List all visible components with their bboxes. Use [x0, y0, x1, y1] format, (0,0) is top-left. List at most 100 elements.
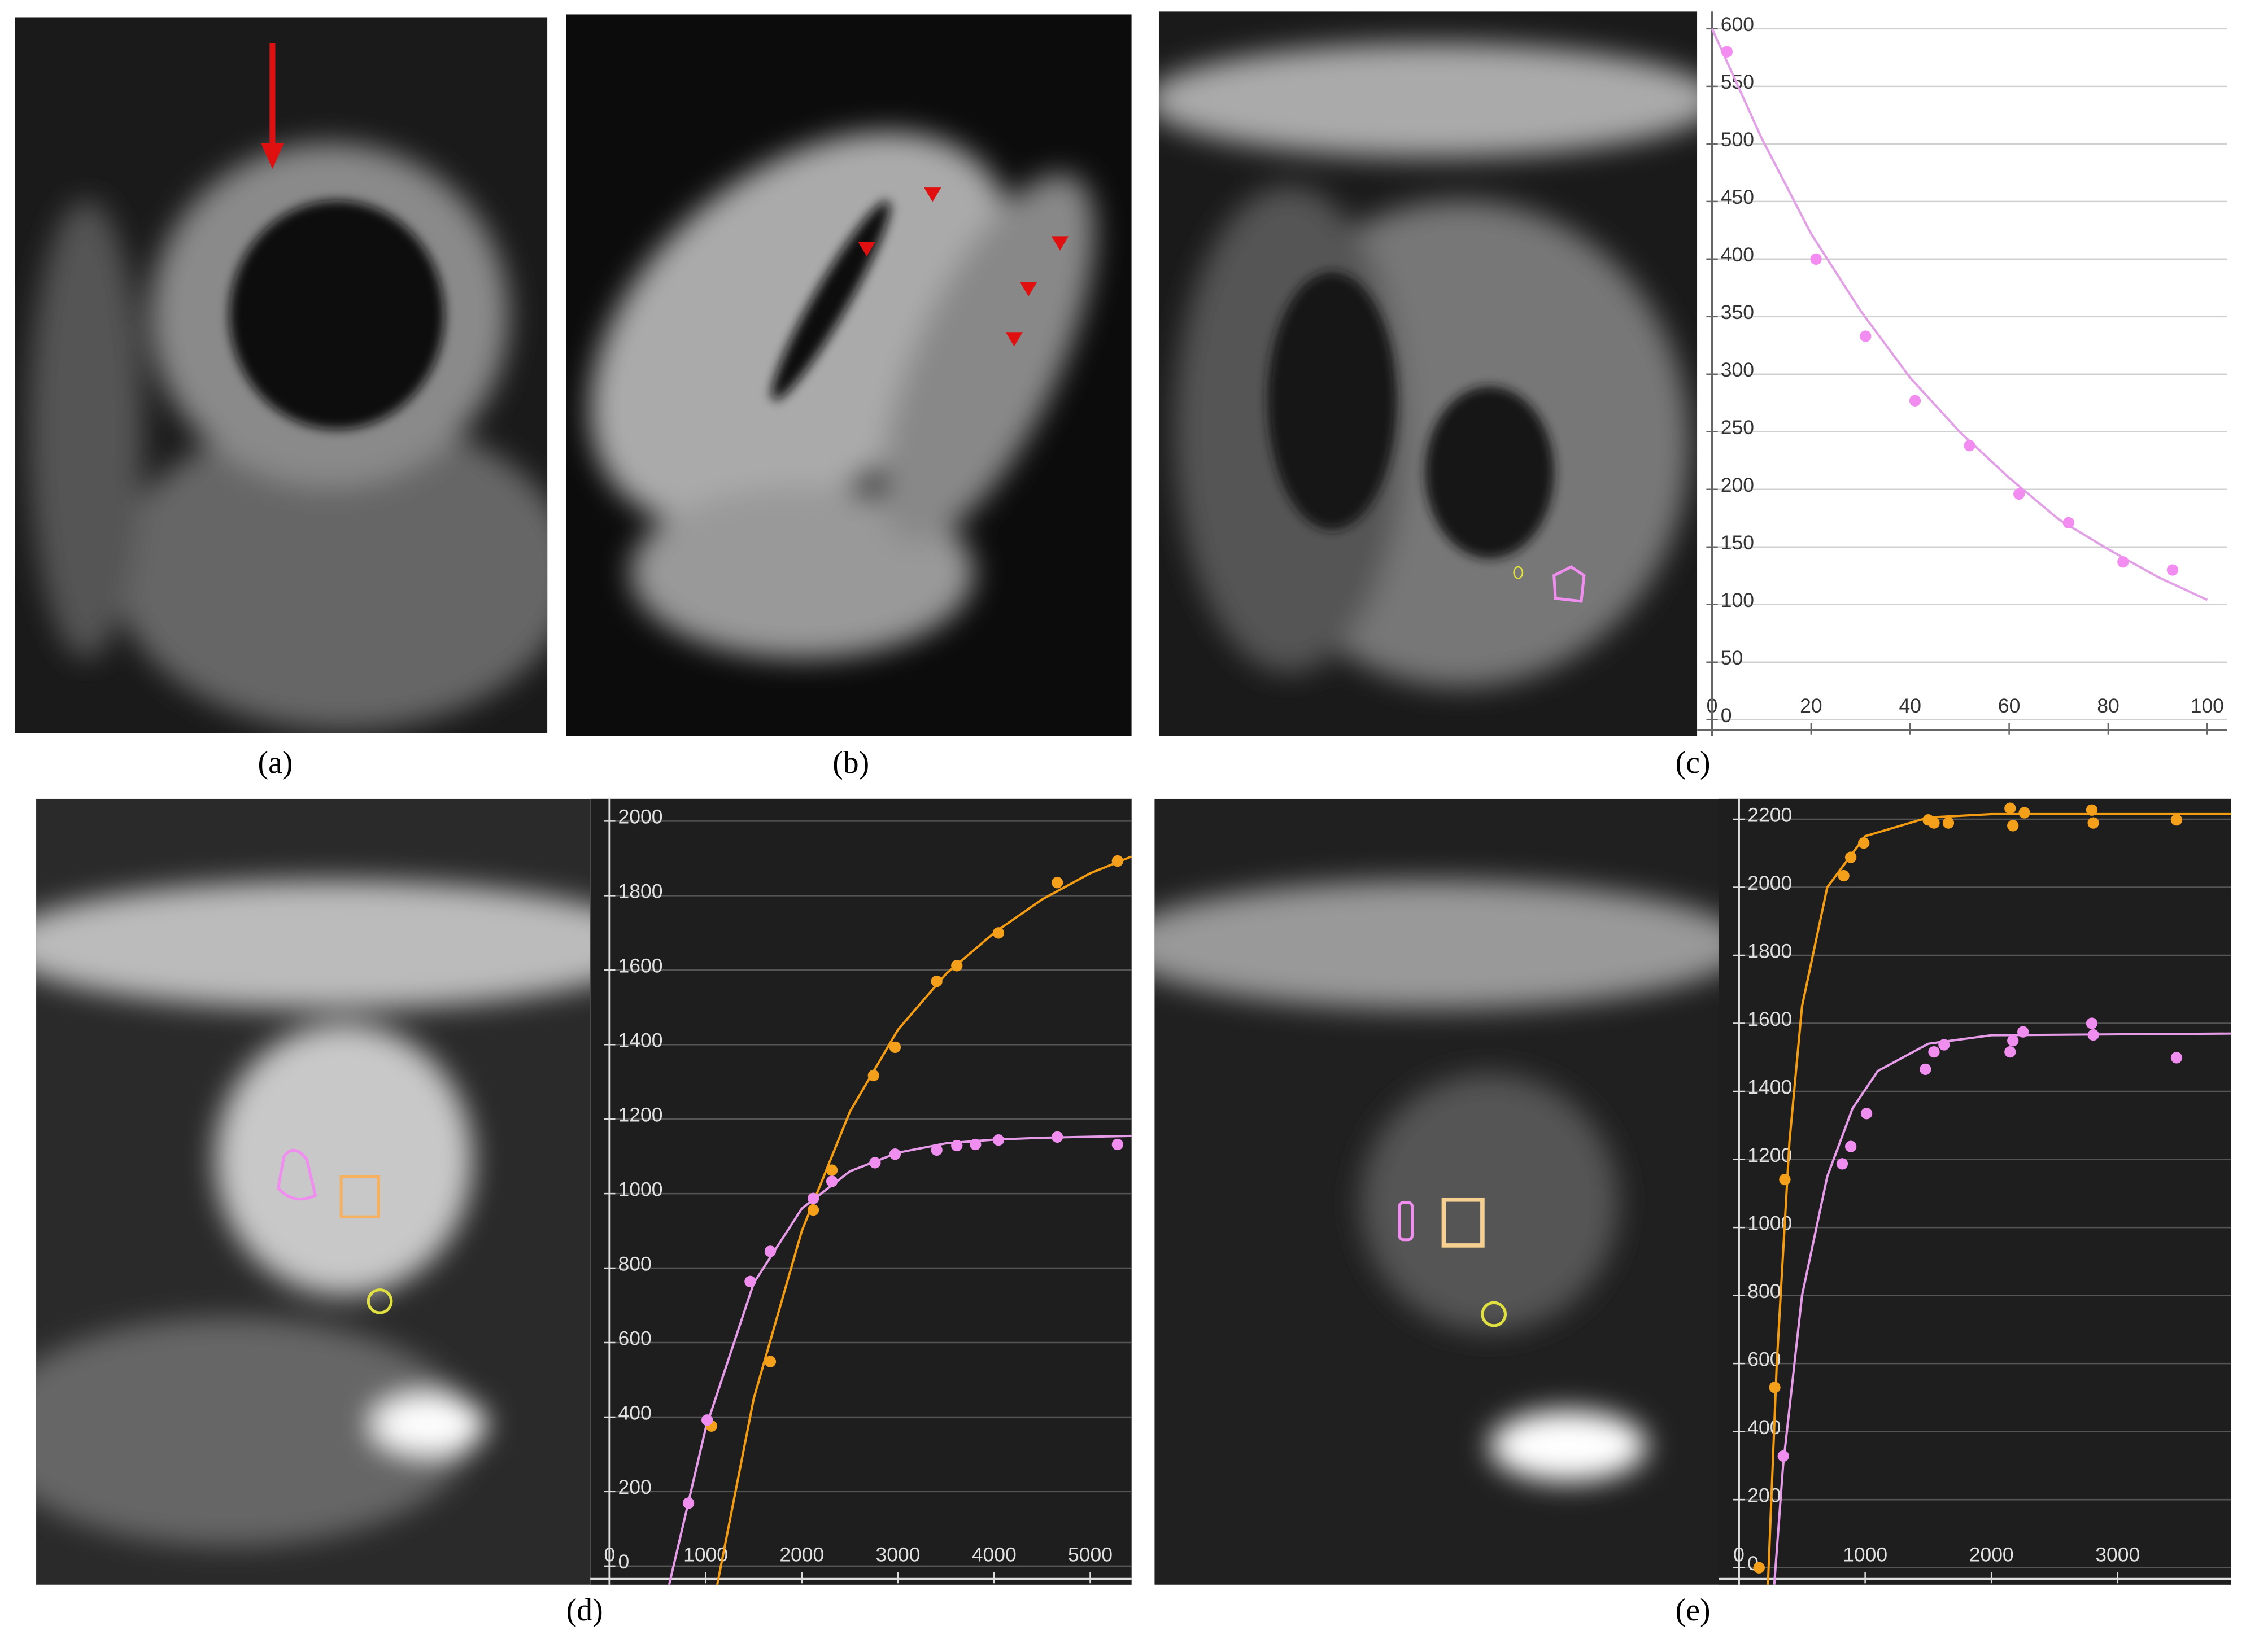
y-tick-label: 600	[618, 1327, 652, 1349]
plot-marks	[1753, 802, 2231, 1585]
data-point	[2007, 1035, 2019, 1047]
y-tick-label: 400	[1747, 1416, 1781, 1439]
data-point	[1942, 817, 1955, 829]
y-tick-label: 1200	[618, 1103, 663, 1126]
fit-curve	[1767, 812, 2231, 1585]
data-point	[2018, 807, 2030, 819]
y-tick-label: 2000	[618, 806, 663, 828]
data-point	[1844, 851, 1857, 863]
data-point	[931, 975, 943, 987]
x-tick-label: 4000	[972, 1543, 1017, 1566]
data-point	[869, 1157, 881, 1169]
data-point	[1858, 837, 1870, 849]
x-tick-label: 1000	[1843, 1543, 1887, 1566]
data-point	[1928, 817, 1940, 829]
chart: 0200400600800100012001400160018002000220…	[1719, 798, 2231, 1585]
data-point	[2117, 556, 2129, 568]
y-tick-label: 1600	[1747, 1008, 1792, 1030]
mri-image-e	[1154, 798, 1719, 1585]
data-point	[1836, 1158, 1848, 1170]
data-point	[1721, 46, 1733, 58]
data-point	[992, 927, 1005, 939]
data-point	[1769, 1382, 1781, 1393]
y-tick-label: 1200	[1747, 1144, 1792, 1166]
data-point	[1111, 855, 1124, 867]
data-point	[1838, 869, 1850, 882]
data-point	[2086, 1017, 2098, 1029]
y-tick-label: 600	[1747, 1348, 1781, 1370]
y-tick-label: 200	[1747, 1484, 1781, 1506]
y-tick-label: 350	[1721, 301, 1754, 324]
y-tick-label: 450	[1721, 186, 1754, 208]
data-point	[1779, 1173, 1791, 1186]
y-tick-label: 1400	[1747, 1076, 1792, 1098]
y-tick-label: 2000	[1747, 872, 1792, 894]
data-point	[2004, 1046, 2016, 1058]
x-tick-label: 40	[1899, 694, 1921, 717]
y-tick-label: 200	[618, 1476, 652, 1498]
mri-image-c	[1158, 11, 1698, 736]
x-tick-label: 60	[1998, 694, 2020, 717]
y-tick-label: 1800	[618, 880, 663, 903]
data-point	[931, 1144, 943, 1156]
plot-background	[1719, 798, 2231, 1585]
data-point	[992, 1134, 1005, 1146]
y-tick-label: 150	[1721, 531, 1754, 554]
y-tick-label: 300	[1721, 359, 1754, 381]
y-tick-label: 0	[1721, 704, 1732, 727]
data-point	[764, 1356, 777, 1367]
data-point	[1753, 1562, 1765, 1574]
data-point	[1051, 877, 1063, 889]
fit-curve	[1773, 1032, 2231, 1585]
data-point	[2004, 802, 2016, 814]
y-tick-label: 0	[618, 1550, 630, 1573]
x-tick-label: 2000	[779, 1543, 824, 1566]
data-point	[2062, 517, 2074, 529]
mri-image-a	[15, 17, 548, 733]
data-point	[2007, 820, 2019, 832]
x-tick-label: 80	[2097, 694, 2119, 717]
y-tick-label: 1600	[618, 955, 663, 977]
data-point	[1920, 1063, 1931, 1076]
data-point	[764, 1245, 777, 1257]
data-point	[744, 1275, 756, 1287]
x-tick-label: 100	[2191, 694, 2224, 717]
data-point	[867, 1069, 879, 1082]
panel-label: (c)	[1676, 745, 1711, 780]
data-point	[701, 1414, 713, 1426]
data-point	[1860, 1108, 1873, 1120]
mri-image-b	[566, 14, 1132, 736]
plot-marks	[668, 855, 1132, 1585]
y-tick-label: 1400	[618, 1029, 663, 1052]
y-tick-label: 800	[618, 1252, 652, 1275]
data-point	[826, 1164, 838, 1176]
data-point	[970, 1138, 982, 1151]
data-point	[1928, 1046, 1940, 1058]
data-point	[807, 1192, 819, 1204]
y-tick-label: 600	[1721, 13, 1754, 36]
data-point	[889, 1041, 901, 1053]
plot-background	[590, 798, 1132, 1585]
x-tick-label: 20	[1800, 694, 1822, 717]
data-point	[1964, 440, 1975, 452]
y-tick-label: 800	[1747, 1280, 1781, 1303]
data-point	[682, 1497, 695, 1509]
data-point	[2017, 1026, 2029, 1038]
data-point	[2166, 564, 2179, 576]
x-tick-label: 3000	[876, 1543, 921, 1566]
data-point	[1938, 1039, 1950, 1051]
data-point	[807, 1204, 819, 1216]
data-point	[1844, 1140, 1857, 1152]
data-point	[826, 1175, 838, 1187]
data-point	[1810, 253, 1822, 265]
fit-curve	[716, 855, 1132, 1585]
data-point	[2013, 488, 2025, 500]
data-point	[2087, 817, 2099, 829]
panel-label: (d)	[566, 1593, 603, 1628]
panel-label: (b)	[832, 745, 869, 780]
panel-label: (a)	[258, 745, 293, 780]
data-point	[951, 960, 963, 972]
mri-image-d	[36, 798, 591, 1585]
y-tick-label: 400	[1721, 243, 1754, 266]
y-tick-label: 1000	[618, 1178, 663, 1200]
